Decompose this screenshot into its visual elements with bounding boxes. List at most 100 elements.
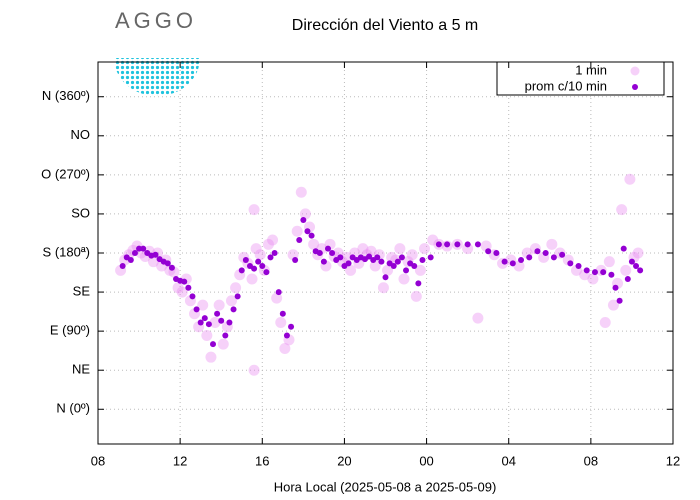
x-tick-label: 00 xyxy=(419,453,433,468)
point-avg xyxy=(222,332,229,339)
point-avg xyxy=(296,236,303,243)
chart-title: Dirección del Viento a 5 m xyxy=(292,17,478,34)
point-avg xyxy=(620,245,627,252)
x-axis-label: Hora Local (2025-05-08 a 2025-05-09) xyxy=(274,479,497,494)
point-1min xyxy=(616,204,628,216)
point-1min xyxy=(279,343,291,354)
x-tick-label: 12 xyxy=(666,453,680,468)
point-1min xyxy=(599,316,611,328)
point-avg xyxy=(624,276,631,283)
point-1min xyxy=(546,238,558,250)
point-1min xyxy=(176,286,188,298)
point-1min xyxy=(172,282,184,294)
x-tick-label: 08 xyxy=(91,453,105,468)
point-avg xyxy=(127,256,134,263)
y-tick-label: S (180ª) xyxy=(43,244,90,259)
point-avg xyxy=(518,256,525,263)
point-avg xyxy=(185,284,192,291)
point-avg xyxy=(189,293,196,300)
point-avg xyxy=(210,341,216,348)
point-1min xyxy=(262,238,274,250)
point-1min xyxy=(291,225,303,237)
point-avg xyxy=(542,250,549,256)
point-avg xyxy=(140,245,147,252)
point-avg xyxy=(255,258,262,265)
point-avg xyxy=(390,263,397,270)
point-1min xyxy=(398,273,410,285)
point-avg xyxy=(279,310,286,317)
point-avg xyxy=(464,241,471,248)
point-avg xyxy=(283,332,290,339)
point-1min xyxy=(632,247,644,259)
point-1min xyxy=(386,251,398,263)
point-avg xyxy=(612,284,619,291)
point-1min xyxy=(624,173,636,185)
x-tick-label: 12 xyxy=(173,453,187,468)
y-tick-label: SE xyxy=(73,284,91,299)
legend-marker xyxy=(632,84,638,90)
point-avg xyxy=(164,260,171,267)
point-avg xyxy=(608,271,615,278)
point-avg xyxy=(152,251,159,258)
point-avg xyxy=(320,258,327,265)
point-avg xyxy=(382,274,389,281)
y-tick-label: N (360º) xyxy=(42,88,90,103)
point-1min xyxy=(394,243,406,255)
logo-text: AGGO xyxy=(115,8,197,33)
point-avg xyxy=(403,267,410,274)
point-avg xyxy=(288,323,295,330)
point-avg xyxy=(567,260,574,267)
legend-marker xyxy=(630,66,640,76)
point-1min xyxy=(248,204,260,216)
point-1min xyxy=(377,282,389,294)
point-avg xyxy=(275,289,282,296)
point-1min xyxy=(414,264,426,276)
point-avg xyxy=(259,263,266,270)
point-avg xyxy=(263,269,270,276)
point-1min xyxy=(382,264,394,276)
point-avg xyxy=(304,228,311,235)
point-avg xyxy=(583,267,590,274)
point-avg xyxy=(226,319,233,326)
point-1min xyxy=(147,256,159,268)
point-1min xyxy=(205,351,217,363)
x-tick-label: 04 xyxy=(501,453,515,468)
point-1min xyxy=(230,282,242,294)
point-1min xyxy=(248,364,260,376)
point-avg xyxy=(242,256,249,263)
point-avg xyxy=(300,217,307,224)
point-avg xyxy=(267,254,274,261)
point-avg xyxy=(575,263,582,270)
point-avg xyxy=(119,263,126,270)
point-avg xyxy=(181,278,188,285)
point-avg xyxy=(136,245,143,252)
point-avg xyxy=(197,319,204,326)
point-1min xyxy=(462,243,474,255)
point-avg xyxy=(308,232,315,239)
point-avg xyxy=(316,250,323,256)
point-avg xyxy=(474,241,481,248)
point-avg xyxy=(345,260,352,267)
x-tick-label: 20 xyxy=(337,453,351,468)
logo-mark xyxy=(114,58,200,96)
point-avg xyxy=(637,267,644,274)
point-1min xyxy=(295,186,307,198)
y-tick-label: SO xyxy=(71,205,90,220)
point-avg xyxy=(616,297,623,304)
point-avg xyxy=(600,269,607,276)
point-1min xyxy=(209,316,221,328)
point-avg xyxy=(534,248,541,255)
point-1min xyxy=(217,338,229,350)
y-tick-label: NO xyxy=(71,127,91,142)
point-avg xyxy=(454,241,461,248)
point-1min xyxy=(419,243,431,255)
x-tick-label: 16 xyxy=(255,453,269,468)
point-avg xyxy=(509,260,516,267)
point-avg xyxy=(628,258,635,265)
point-avg xyxy=(337,254,344,261)
point-avg xyxy=(415,280,422,287)
point-avg xyxy=(292,256,299,263)
point-1min xyxy=(513,260,525,272)
point-avg xyxy=(251,265,258,272)
point-avg xyxy=(271,250,278,256)
